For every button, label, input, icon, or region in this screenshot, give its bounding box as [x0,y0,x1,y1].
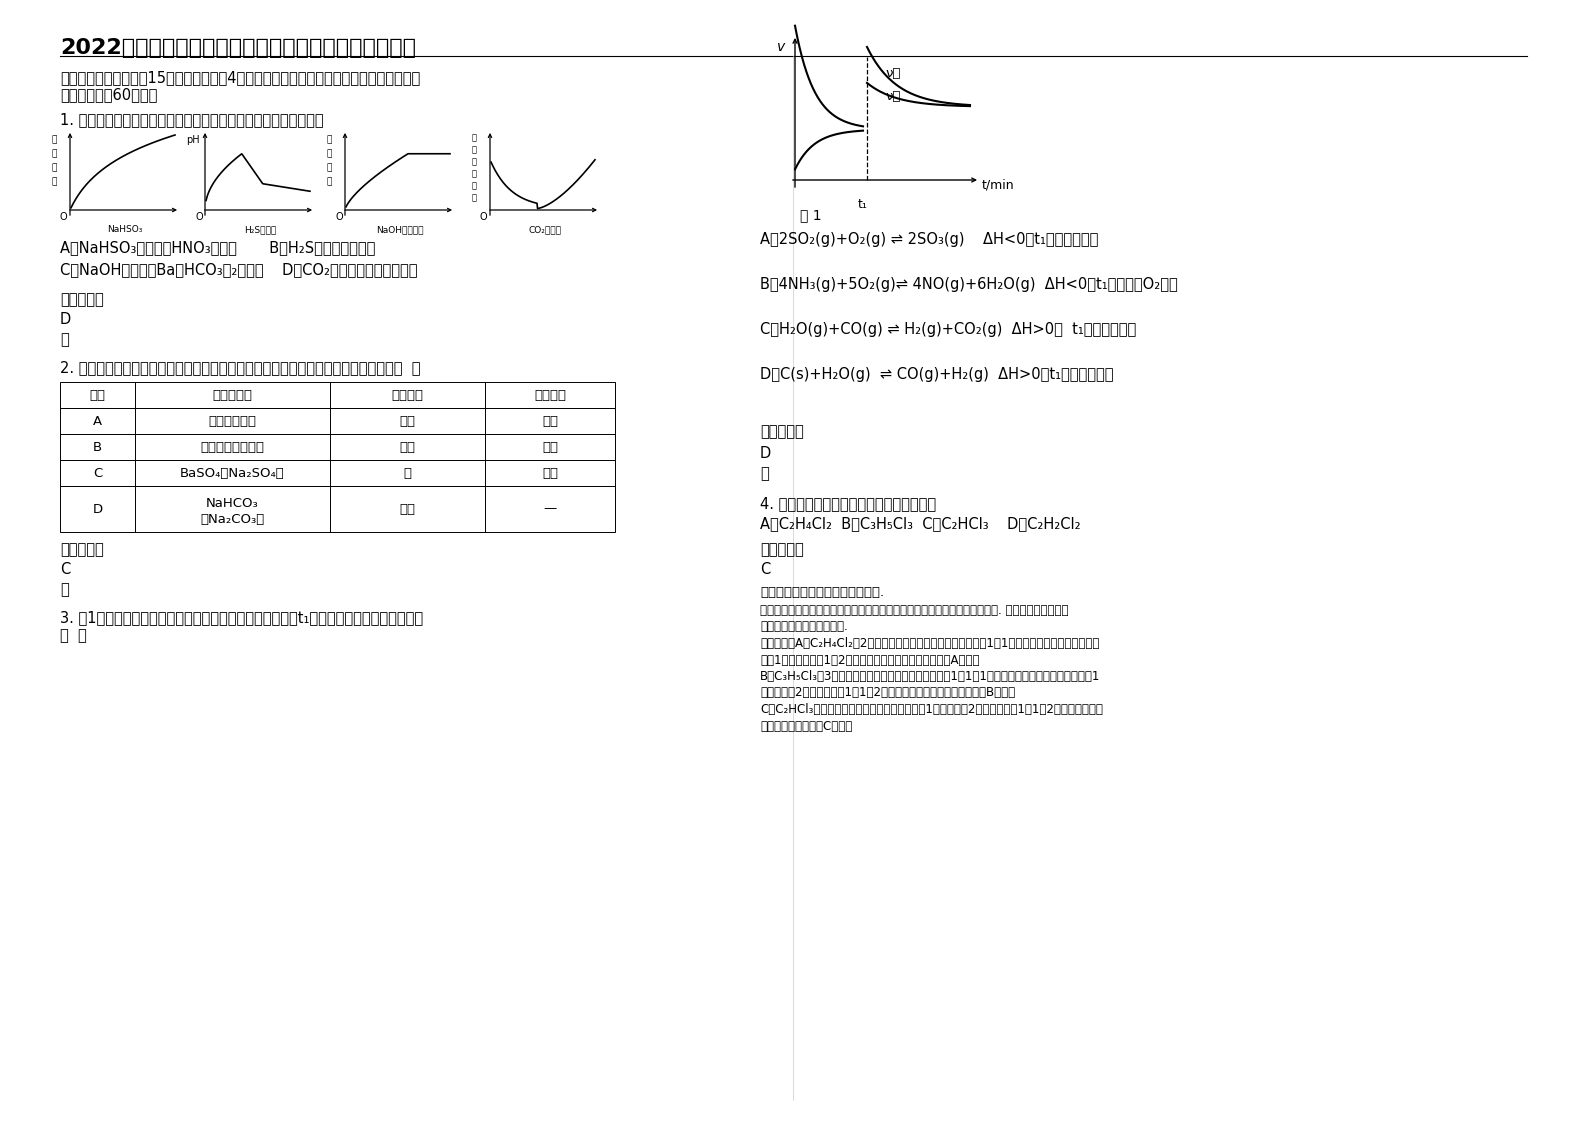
Text: 选项: 选项 [89,388,105,402]
Text: B、C₃H₅Cl₃中3个氯原子可以连接在同一碳原子上，为1，1，1－三氯乙烷；每个碳原子分别连接1: B、C₃H₅Cl₃中3个氯原子可以连接在同一碳原子上，为1，1，1－三氯乙烷；每… [760,670,1100,683]
Text: B: B [94,441,102,453]
Text: 气: 气 [51,135,57,144]
Text: v: v [778,40,786,54]
Text: 图 1: 图 1 [800,208,822,222]
Text: 导: 导 [471,157,476,166]
Text: 连接1个氯原子，为1，2－二氯乙烷，不能表示纯净物，故A错误；: 连接1个氯原子，为1，2－二氯乙烷，不能表示纯净物，故A错误； [760,653,979,666]
Text: O: O [479,212,487,222]
Text: 液: 液 [471,145,476,154]
Text: 考点：同分异构现象和同分异构体.: 考点：同分异构现象和同分异构体. [760,586,884,599]
Text: C、C₂HCl₃只有一种结构，每个碳原子分别连接1个氢原子，2个氯原子，为1，1，2－三氯乙烯，不: C、C₂HCl₃只有一种结构，每个碳原子分别连接1个氢原子，2个氯原子，为1，1… [760,703,1103,716]
Text: 盐酸: 盐酸 [400,503,416,515]
Text: C．NaOH溶液滴入Ba（HCO₃）₂溶液中    D．CO₂气体通入澄清石灰水中: C．NaOH溶液滴入Ba（HCO₃）₂溶液中 D．CO₂气体通入澄清石灰水中 [60,263,417,277]
Text: t/min: t/min [982,178,1014,192]
Text: 2. 为提纯下列物质（括号内为少量杂质），有关除杂试剂和分离方法的选择正确的是（  ）: 2. 为提纯下列物质（括号内为少量杂质），有关除杂试剂和分离方法的选择正确的是（… [60,360,421,375]
Text: 略: 略 [760,466,768,481]
Text: D．C(s)+H₂O(g)  ⇌ CO(g)+H₂(g)  ΔH>0，t₁时刻升高温度: D．C(s)+H₂O(g) ⇌ CO(g)+H₂(g) ΔH>0，t₁时刻升高温… [760,367,1114,381]
Text: D: D [92,503,103,515]
Text: 参考答案：: 参考答案： [760,542,803,557]
Text: 能: 能 [471,181,476,190]
Text: A．2SO₂(g)+O₂(g) ⇌ 2SO₃(g)    ΔH<0，t₁时刻升高温度: A．2SO₂(g)+O₂(g) ⇌ 2SO₃(g) ΔH<0，t₁时刻升高温度 [760,232,1098,247]
Text: 除杂试剂: 除杂试剂 [392,388,424,402]
Bar [60,408,616,434]
Text: C．H₂O(g)+CO(g) ⇌ H₂(g)+CO₂(g)  ΔH>0，  t₁时刻增大压强: C．H₂O(g)+CO(g) ⇌ H₂(g)+CO₂(g) ΔH>0， t₁时刻… [760,322,1136,337]
Text: NaHCO₃: NaHCO₃ [206,497,259,509]
Text: 解答：解：A、C₂H₄Cl₂中2个氯原子可以连接在同一碳原子上，为1，1－二氯乙烷；每个碳原子分别: 解答：解：A、C₂H₄Cl₂中2个氯原子可以连接在同一碳原子上，为1，1－二氯乙… [760,637,1100,650]
Text: 水: 水 [403,467,411,479]
Text: C: C [760,562,770,577]
Text: 参考答案：: 参考答案： [760,424,803,439]
Text: 分离方法: 分离方法 [533,388,567,402]
Text: 参考答案：: 参考答案： [60,542,103,557]
Text: 1. 如图所示，下列实验过程中产生的现象与对应的图形相符合的是: 1. 如图所示，下列实验过程中产生的现象与对应的图形相符合的是 [60,112,324,127]
Text: 蒸馏: 蒸馏 [543,441,559,453]
Text: 3. 图1为某化学反应的速率与时间的关系示意图。下列有关t₁时刻改变条件的说法正确的是: 3. 图1为某化学反应的速率与时间的关系示意图。下列有关t₁时刻改变条件的说法正… [60,610,424,625]
Text: 乙醇: 乙醇 [400,441,416,453]
Text: 题目要求，共60分。）: 题目要求，共60分。） [60,88,157,102]
Text: 体: 体 [51,149,57,158]
Text: 溴水: 溴水 [400,414,416,427]
Text: O: O [60,212,68,222]
Text: B．4NH₃(g)+5O₂(g)⇌ 4NO(g)+6H₂O(g)  ΔH<0，t₁时刻增大O₂浓度: B．4NH₃(g)+5O₂(g)⇌ 4NO(g)+6H₂O(g) ΔH<0，t₁… [760,277,1178,292]
Text: A．NaHSO₃粉末加入HNO₃溶液中       B．H₂S气体通入氯水中: A．NaHSO₃粉末加入HNO₃溶液中 B．H₂S气体通入氯水中 [60,240,376,255]
Text: NaHSO₃: NaHSO₃ [108,226,143,234]
Text: BaSO₄（Na₂SO₄）: BaSO₄（Na₂SO₄） [181,467,286,479]
Text: 一、单选题（本大题共15个小题，每小题4分。在每小题给出的四个选项中，只有一项符合: 一、单选题（本大题共15个小题，每小题4分。在每小题给出的四个选项中，只有一项符… [60,70,421,85]
Text: 略: 略 [60,332,68,347]
Text: 参考答案：: 参考答案： [60,292,103,307]
Text: ν逆: ν逆 [886,90,900,103]
Text: pH: pH [186,135,200,145]
Text: 被提纯物质: 被提纯物质 [213,388,252,402]
Text: H₂S气体积: H₂S气体积 [244,226,276,234]
Text: D: D [760,447,771,461]
Bar [60,381,616,408]
Text: 体: 体 [51,163,57,172]
Text: A．C₂H₄Cl₂  B．C₃H₅Cl₃  C．C₂HCl₃    D．C₂H₂Cl₂: A．C₂H₄Cl₂ B．C₃H₅Cl₃ C．C₂HCl₃ D．C₂H₂Cl₂ [760,516,1081,531]
Text: 分液: 分液 [543,414,559,427]
Text: 沉: 沉 [327,135,332,144]
Text: C: C [94,467,102,479]
Text: O: O [335,212,343,222]
Text: 积: 积 [51,177,57,186]
Text: 乙酸乙酯（乙酸）: 乙酸乙酯（乙酸） [200,441,265,453]
Text: 淀: 淀 [327,149,332,158]
Text: —: — [543,503,557,515]
Text: 己烷（己烯）: 己烷（己烯） [208,414,257,427]
Text: 分析：纯净物是由同一种物质组成，根据分子式是否存在同分异构体进行解答. 同分异构体是分子式: 分析：纯净物是由同一种物质组成，根据分子式是否存在同分异构体进行解答. 同分异构… [760,604,1068,617]
Text: 相同，但结构不同的化合物.: 相同，但结构不同的化合物. [760,620,847,634]
Text: 2022年湖北省黄石市第七中学高二化学联考试卷含解析: 2022年湖北省黄石市第七中学高二化学联考试卷含解析 [60,38,416,58]
Text: 个氯原子，2个氯原子，为1，1，2－三氯乙烷，不能表示纯净物，故B错误；: 个氯原子，2个氯原子，为1，1，2－三氯乙烷，不能表示纯净物，故B错误； [760,687,1016,699]
Bar [60,434,616,460]
Text: O: O [195,212,203,222]
Text: 力: 力 [471,193,476,202]
Bar [60,486,616,532]
Text: 4. 下列分子式中只表示一种纯净物的是（）: 4. 下列分子式中只表示一种纯净物的是（） [760,496,936,511]
Text: C: C [60,562,70,577]
Text: 质: 质 [327,163,332,172]
Text: 略: 略 [60,582,68,597]
Text: （  ）: （ ） [60,628,87,643]
Text: 溶: 溶 [471,134,476,142]
Text: t₁: t₁ [859,197,868,211]
Text: 量: 量 [327,177,332,186]
Text: ν正: ν正 [886,67,900,80]
Text: CO₂气体积: CO₂气体积 [528,226,562,234]
Text: 过滤: 过滤 [543,467,559,479]
Text: D: D [60,312,71,327]
Text: NaOH溶液体积: NaOH溶液体积 [376,226,424,234]
Text: A: A [94,414,102,427]
Text: 存在同分异构体，故C正确；: 存在同分异构体，故C正确； [760,719,852,733]
Text: 电: 电 [471,169,476,178]
Bar [60,460,616,486]
Text: （Na₂CO₃）: （Na₂CO₃） [200,513,265,525]
